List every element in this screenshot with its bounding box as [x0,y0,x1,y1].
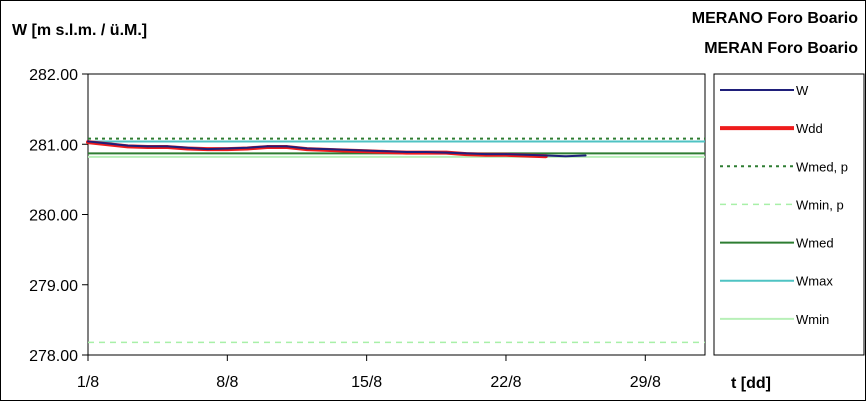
x-tick-label: 8/8 [216,374,238,391]
data-point-w [286,145,288,148]
y-axis-label: W [m s.l.m. / ü.M.] [12,22,148,39]
data-point-w [127,144,129,147]
data-point-w [425,151,428,153]
y-tick-label: 278.00 [29,348,78,365]
series-line-w [87,140,587,158]
legend-label: Wmed, p [796,159,848,174]
data-point-w [465,152,467,155]
y-tick-label: 279.00 [29,278,78,295]
data-point-w [166,145,169,148]
data-point-w [385,150,388,153]
data-point-w [365,149,368,152]
data-point-w [485,153,487,155]
data-point-w [226,147,229,150]
x-axis-label: t [dd] [731,375,771,392]
data-point-w [505,153,507,155]
data-point-w [584,154,587,157]
data-point-w [87,140,89,143]
x-tick-label: 29/8 [630,374,661,391]
data-point-w [326,148,328,150]
data-point-w [445,151,448,154]
data-point-w [246,146,249,149]
chart-subtitle: MERAN Foro Boario [704,40,858,57]
legend-box [713,73,865,356]
data-point-w [146,145,149,148]
data-point-w [107,142,109,145]
data-point-w [405,151,408,153]
x-tick-label: 1/8 [77,374,99,391]
chart-title: MERANO Foro Boario [691,10,858,27]
data-point-w [525,153,527,156]
legend-label: W [796,83,809,98]
data-point-w [206,148,209,150]
legend-label: Wmed [796,236,834,251]
data-point-w [266,145,268,148]
data-point-w [544,154,547,157]
data-point-w [186,146,189,149]
data-point-w [306,147,308,150]
plot-area [87,73,706,356]
y-tick-label: 282.00 [29,67,78,84]
legend-label: Wdd [796,121,823,136]
y-tick-label: 280.00 [29,208,78,225]
x-tick-label: 15/8 [351,374,382,391]
x-tick-label: 22/8 [490,374,521,391]
data-point-w [345,149,348,151]
legend-label: Wmin, p [796,197,844,212]
y-tick-label: 281.00 [29,137,78,154]
legend-label: Wmin [796,312,829,327]
legend-label: Wmax [796,274,833,289]
data-point-w [564,155,567,157]
